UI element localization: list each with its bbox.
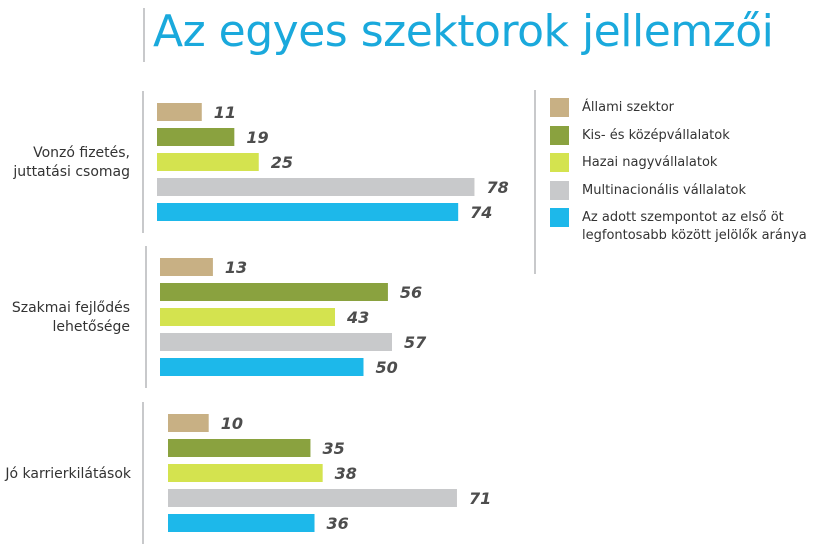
legend-label: Állami szektor (582, 99, 674, 117)
legend-label: Kis- és középvállalatok (582, 127, 730, 145)
bar (168, 439, 311, 457)
category-label-line: Szakmai fejlődés (11, 300, 130, 316)
legend-label-line: Multinacionális vállalatok (582, 183, 747, 198)
data-label: 36 (327, 514, 349, 533)
legend-label-line: Állami szektor (582, 100, 675, 115)
data-label: 38 (335, 464, 357, 483)
data-label: 10 (221, 414, 243, 433)
bar (168, 514, 315, 532)
legend-label: Az adott szempontot az első öt legfontosa… (582, 209, 807, 245)
bar (160, 358, 364, 376)
data-label: 25 (271, 153, 293, 172)
data-label: 11 (214, 103, 236, 122)
legend-swatch (550, 98, 569, 117)
bar (157, 178, 475, 196)
title-divider (143, 8, 145, 62)
legend-swatch (550, 208, 569, 227)
bar (157, 153, 259, 171)
page-title: Az egyes szektorok jellemzői (153, 6, 774, 57)
category-label-line: Jó karrierkilátások (5, 465, 131, 482)
legend-label-line: Hazai nagyvállalatok (582, 155, 718, 170)
legend-label-line: Kis- és középvállalatok (582, 128, 730, 143)
legend-label-line: legfontosabb között jelölők aránya (582, 228, 807, 243)
data-label: 50 (376, 358, 398, 377)
legend-swatch (550, 153, 569, 172)
data-label: 57 (404, 333, 427, 352)
bar (160, 258, 213, 276)
bar (168, 414, 209, 432)
category-label-line: Vonzó fizetés, (33, 145, 130, 161)
data-label: 19 (246, 128, 268, 147)
bar (168, 489, 457, 507)
category-label: Jó karrierkilátások (5, 465, 131, 484)
legend-label: Hazai nagyvállalatok (582, 154, 717, 172)
bar (160, 333, 392, 351)
legend-swatch (550, 126, 569, 145)
bar (157, 203, 459, 221)
bar (160, 283, 388, 301)
legend: Állami szektor Kis- és középvállalatok Haz… (534, 90, 807, 274)
legend-label-line: Az adott szempontot az első öt (582, 210, 784, 225)
bar (160, 308, 336, 326)
data-label: 78 (486, 178, 508, 197)
category-label: Szakmai fejlődés lehetősége (12, 299, 130, 337)
data-label: 74 (470, 203, 492, 222)
legend-swatch (550, 181, 569, 200)
category-label: Vonzó fizetés, juttatási csomag (13, 144, 130, 182)
category-label-line: juttatási csomag (13, 164, 130, 180)
data-label: 56 (400, 283, 422, 302)
data-label: 35 (322, 439, 344, 458)
bar (157, 103, 202, 121)
legend-label: Multinacionális vállalatok (582, 182, 746, 200)
category-label-line: lehetősége (52, 319, 130, 335)
bar (168, 464, 323, 482)
bar (157, 128, 235, 146)
data-label: 71 (469, 489, 491, 508)
data-label: 13 (225, 258, 247, 277)
data-label: 43 (346, 308, 369, 327)
